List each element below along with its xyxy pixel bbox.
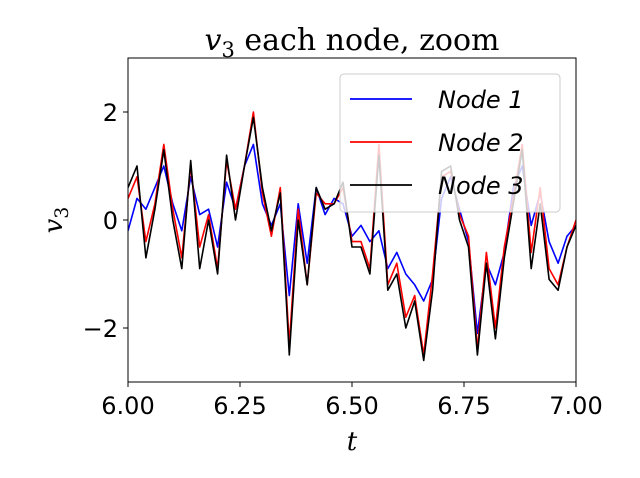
y-tick-label: 2 xyxy=(103,99,118,127)
legend: Node 1 Node 2 Node 3 xyxy=(339,73,561,213)
legend-label-node-1: Node 1 xyxy=(438,86,524,114)
series-line-node-3 xyxy=(128,116,576,362)
x-axis: 6.00 6.25 6.50 6.75 7.00 xyxy=(101,382,603,420)
x-axis-label: t xyxy=(347,427,358,457)
legend-box xyxy=(339,73,561,213)
x-tick-label: 6.50 xyxy=(325,392,378,420)
y-axis-label-var: v xyxy=(39,218,69,233)
legend-label-node-3: Node 3 xyxy=(438,172,524,200)
x-tick-label: 6.25 xyxy=(213,392,266,420)
y-axis: −2 0 2 xyxy=(83,99,128,343)
chart-title-rest: each node, zoom xyxy=(235,23,500,58)
x-tick-label: 7.00 xyxy=(549,392,602,420)
y-axis-label: v3 xyxy=(39,207,73,234)
y-axis-label-sub: 3 xyxy=(51,207,73,219)
legend-label-node-2: Node 2 xyxy=(438,129,524,157)
chart-title-var: v xyxy=(205,23,222,58)
chart-title-sub: 3 xyxy=(221,38,234,62)
x-tick-label: 6.00 xyxy=(101,392,154,420)
y-tick-label: 0 xyxy=(103,207,118,235)
chart-title: v3 each node, zoom xyxy=(205,23,500,62)
x-tick-label: 6.75 xyxy=(437,392,490,420)
series-line-node-1 xyxy=(128,143,576,335)
y-tick-label: −2 xyxy=(83,315,118,343)
series-layer xyxy=(128,111,576,362)
